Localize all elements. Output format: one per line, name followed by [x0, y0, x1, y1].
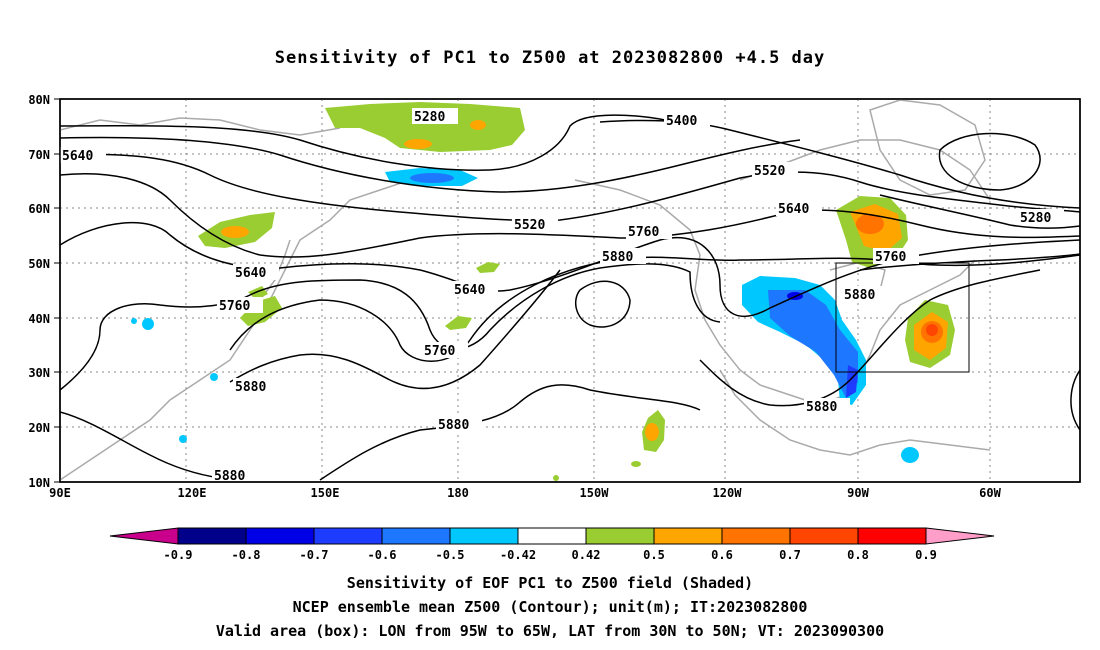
colorbar-label: 0.7	[779, 548, 801, 562]
colorbar-arrow-high	[925, 527, 995, 545]
lat-tick-label: 50N	[28, 257, 50, 271]
colorbar-label: -0.42	[500, 548, 536, 562]
colorbar-swatch	[449, 527, 519, 545]
lon-tick-label: 60W	[979, 486, 1001, 500]
colorbar: -0.9 -0.8 -0.7 -0.6 -0.5 -0.42 0.42 0.5 0.6 0.7 0.…	[109, 527, 995, 562]
colorbar-label: 0.9	[915, 548, 937, 562]
lon-tick-label: 90W	[847, 486, 869, 500]
colorbar-swatch	[517, 527, 587, 545]
contour-label: 5760	[219, 299, 250, 314]
lon-tick-label: 150W	[580, 486, 610, 500]
contour-label: 5520	[754, 164, 785, 179]
colorbar-swatch	[313, 527, 383, 545]
contour-label: 5880	[602, 250, 633, 265]
contour-label: 5640	[454, 283, 485, 298]
contour-label: 5400	[666, 114, 697, 129]
contour-label: 5760	[875, 250, 906, 265]
contour-label: 5280	[414, 110, 445, 125]
colorbar-swatch	[857, 527, 927, 545]
colorbar-swatch	[177, 527, 247, 545]
contour-label: 5880	[235, 380, 266, 395]
colorbar-label: 0.8	[847, 548, 869, 562]
contour-label: 5280	[1020, 211, 1051, 226]
colorbar-label: -0.5	[436, 548, 465, 562]
lon-axis: 90E 120E 150E 180 150W 120W 90W 60W	[49, 486, 1001, 500]
map-panel: 5280 5400 5640 5520 5520 5640 5280 5760 …	[59, 98, 1081, 484]
contour-label: 5880	[844, 288, 875, 303]
lon-tick-label: 150E	[311, 486, 340, 500]
lat-tick-label: 10N	[28, 476, 50, 490]
contour-label-group: 5280 5400 5640 5520 5520 5640 5280 5760 …	[60, 108, 1064, 484]
colorbar-swatch	[381, 527, 451, 545]
map-title: Sensitivity of PC1 to Z500 at 2023082800…	[274, 48, 826, 68]
contour-label: 5640	[62, 149, 93, 164]
colorbar-swatch	[721, 527, 791, 545]
lat-tick-label: 30N	[28, 366, 50, 380]
lon-tick-label: 120W	[713, 486, 743, 500]
colorbar-swatch	[585, 527, 655, 545]
lat-tick-label: 80N	[28, 93, 50, 107]
contour-label: 5640	[778, 202, 809, 217]
contour-label: 5880	[214, 469, 245, 484]
colorbar-swatch	[789, 527, 859, 545]
lon-tick-label: 180	[447, 486, 469, 500]
caption-line-3: Valid area (box): LON from 95W to 65W, L…	[215, 622, 885, 640]
lat-tick-label: 60N	[28, 202, 50, 216]
contour-label: 5640	[235, 266, 266, 281]
colorbar-label: 0.5	[643, 548, 665, 562]
lon-tick-label: 120E	[178, 486, 207, 500]
colorbar-arrow-low	[109, 527, 179, 545]
shade-positive-arctic	[325, 102, 525, 152]
colorbar-label: -0.7	[300, 548, 329, 562]
colorbar-swatch	[245, 527, 315, 545]
contour-label: 5880	[438, 418, 469, 433]
contour-label: 5880	[806, 400, 837, 415]
lat-axis: 80N 70N 60N 50N 40N 30N 20N 10N	[28, 93, 60, 490]
lat-tick-label: 70N	[28, 148, 50, 162]
contour-label: 5760	[628, 225, 659, 240]
lat-tick-label: 40N	[28, 312, 50, 326]
colorbar-label: -0.9	[164, 548, 193, 562]
colorbar-label: 0.42	[572, 548, 601, 562]
contour-label: 5520	[514, 218, 545, 233]
lon-tick-label: 90E	[49, 486, 71, 500]
colorbar-label: 0.6	[711, 548, 733, 562]
colorbar-swatch	[653, 527, 723, 545]
lat-tick-label: 20N	[28, 421, 50, 435]
colorbar-label: -0.6	[368, 548, 397, 562]
contour-label: 5760	[424, 344, 455, 359]
caption-line-2: NCEP ensemble mean Z500 (Contour); unit(…	[292, 598, 808, 616]
colorbar-label: -0.8	[232, 548, 261, 562]
caption-line-1: Sensitivity of EOF PC1 to Z500 field (Sh…	[346, 574, 754, 592]
